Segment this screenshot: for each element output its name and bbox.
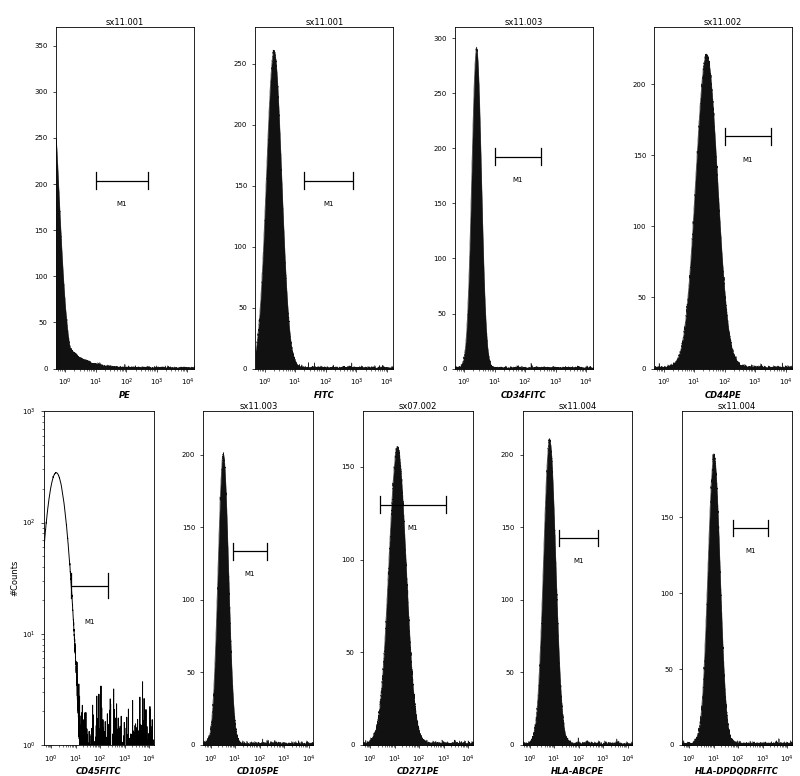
X-axis label: CD44PE: CD44PE — [705, 391, 742, 400]
Title: sx11.003: sx11.003 — [239, 402, 278, 411]
X-axis label: CD34FITC: CD34FITC — [501, 391, 546, 400]
Text: M1: M1 — [512, 178, 523, 183]
Text: M1: M1 — [117, 201, 127, 207]
X-axis label: CD271PE: CD271PE — [397, 767, 439, 776]
Text: M1: M1 — [742, 157, 753, 163]
Text: M1: M1 — [408, 525, 418, 531]
X-axis label: PE: PE — [119, 391, 130, 400]
X-axis label: HLA-ABCPE: HLA-ABCPE — [551, 767, 604, 776]
Y-axis label: #Counts: #Counts — [10, 560, 19, 596]
X-axis label: CD105PE: CD105PE — [237, 767, 280, 776]
Title: sx11.004: sx11.004 — [558, 402, 597, 411]
Title: sx11.002: sx11.002 — [704, 18, 742, 27]
Title: sx07.002: sx07.002 — [399, 402, 437, 411]
X-axis label: FITC: FITC — [314, 391, 334, 400]
Title: sx11.001: sx11.001 — [106, 18, 144, 27]
Text: M1: M1 — [574, 558, 584, 564]
Text: M1: M1 — [323, 201, 334, 207]
Title: sx11.004: sx11.004 — [718, 402, 756, 411]
Text: M1: M1 — [84, 619, 94, 625]
Text: M1: M1 — [745, 548, 756, 554]
X-axis label: HLA-DPDQDRFITC: HLA-DPDQDRFITC — [695, 767, 779, 776]
Text: M1: M1 — [245, 571, 255, 577]
X-axis label: CD45FITC: CD45FITC — [76, 767, 122, 776]
Title: sx11.003: sx11.003 — [505, 18, 543, 27]
Title: sx11.001: sx11.001 — [305, 18, 343, 27]
